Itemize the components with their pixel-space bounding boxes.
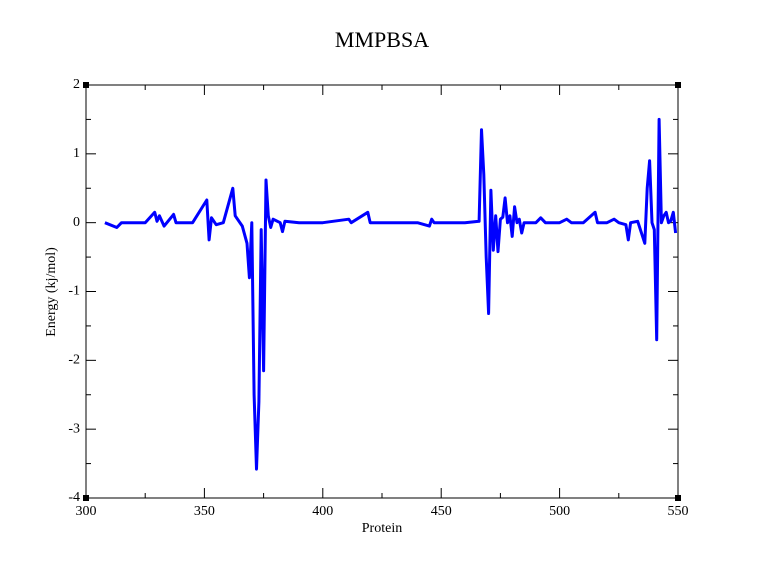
y-tick-label: 2 [73, 77, 80, 92]
y-axis-label: Energy (kj/mol) [44, 247, 59, 337]
y-tick-label: -1 [68, 284, 80, 299]
x-tick-label: 400 [312, 504, 333, 519]
y-tick-label: 0 [73, 215, 80, 230]
chart-title: MMPBSA [335, 27, 429, 52]
y-tick-label: -4 [68, 490, 80, 505]
x-tick-label: 550 [668, 504, 689, 519]
data-line [104, 117, 678, 471]
plot-frame [85, 84, 679, 499]
x-tick-label: 300 [76, 504, 97, 519]
x-tick-label: 500 [549, 504, 570, 519]
x-tick-label: 450 [431, 504, 452, 519]
x-axis-label: Protein [362, 521, 402, 536]
y-tick-label: 1 [73, 146, 80, 161]
x-tick-label: 350 [194, 504, 215, 519]
y-tick-label: -3 [68, 421, 80, 436]
y-tick-label: -2 [68, 353, 80, 368]
